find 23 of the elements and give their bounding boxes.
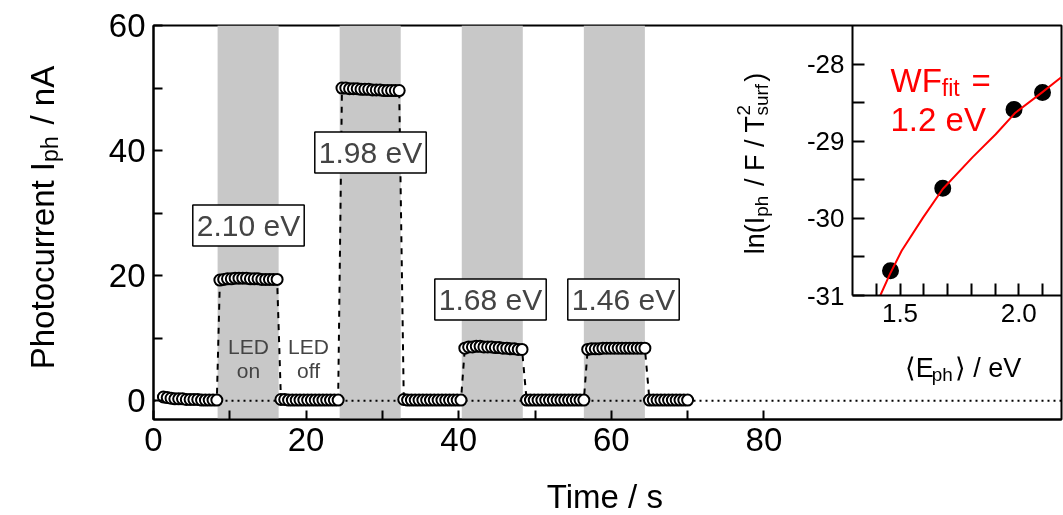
x-tick-label: 80 <box>745 420 783 458</box>
annotation: 1.68 eV <box>438 283 543 316</box>
annotation: 1.98 eV <box>318 136 423 169</box>
x-tick-label: 60 <box>592 420 630 458</box>
x-tick-label: 1.5 <box>881 297 919 328</box>
annotation: LED off <box>288 334 329 383</box>
x-tick-label: 20 <box>287 420 325 458</box>
y-tick-label: -28 <box>806 49 845 80</box>
annotation: LED on <box>228 334 269 383</box>
x-tick-label: 40 <box>440 420 478 458</box>
y-axis-title: ln(Iph / F / T2surf) <box>733 72 773 255</box>
y-tick-label: -31 <box>806 280 845 311</box>
annotation: 2.10 eV <box>196 209 301 242</box>
y-tick-label: 20 <box>108 257 146 295</box>
y-tick-label: 0 <box>127 382 146 420</box>
y-axis-title: Photocurrent Iph / nA <box>23 65 64 370</box>
y-tick-label: -29 <box>806 126 845 157</box>
y-tick-label: -30 <box>806 203 845 234</box>
y-tick-label: 60 <box>108 7 146 44</box>
annotation: 1.46 eV <box>571 283 676 316</box>
x-axis-title: Time / s <box>546 477 663 515</box>
x-tick-label: 2.0 <box>1000 297 1037 328</box>
y-tick-label: 40 <box>108 132 146 170</box>
